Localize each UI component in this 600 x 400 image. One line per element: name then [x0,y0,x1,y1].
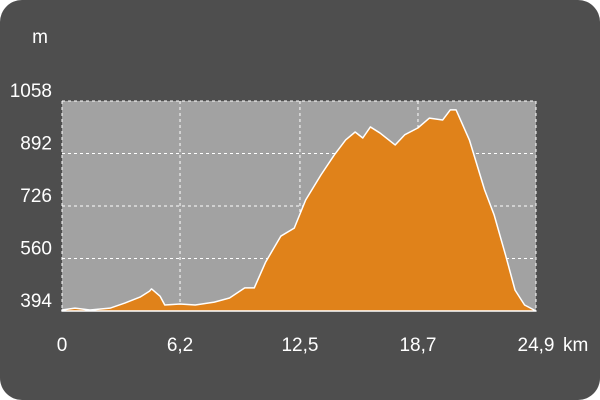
x-axis-label: km [563,335,588,356]
x-tick-label: 18,7 [399,335,436,356]
y-tick-label: 1058 [10,81,52,102]
y-tick-label: 560 [20,239,52,260]
y-tick-label: 892 [20,134,52,155]
x-tick-label: 6,2 [167,335,193,356]
x-tick-label: 12,5 [281,335,318,356]
x-tick-label: 0 [57,335,68,356]
y-axis-label: m [32,27,48,48]
y-tick-label: 726 [20,186,52,207]
x-tick-label: 24,9 [518,335,555,356]
y-tick-label: 394 [20,291,52,312]
elevation-area [61,109,537,312]
